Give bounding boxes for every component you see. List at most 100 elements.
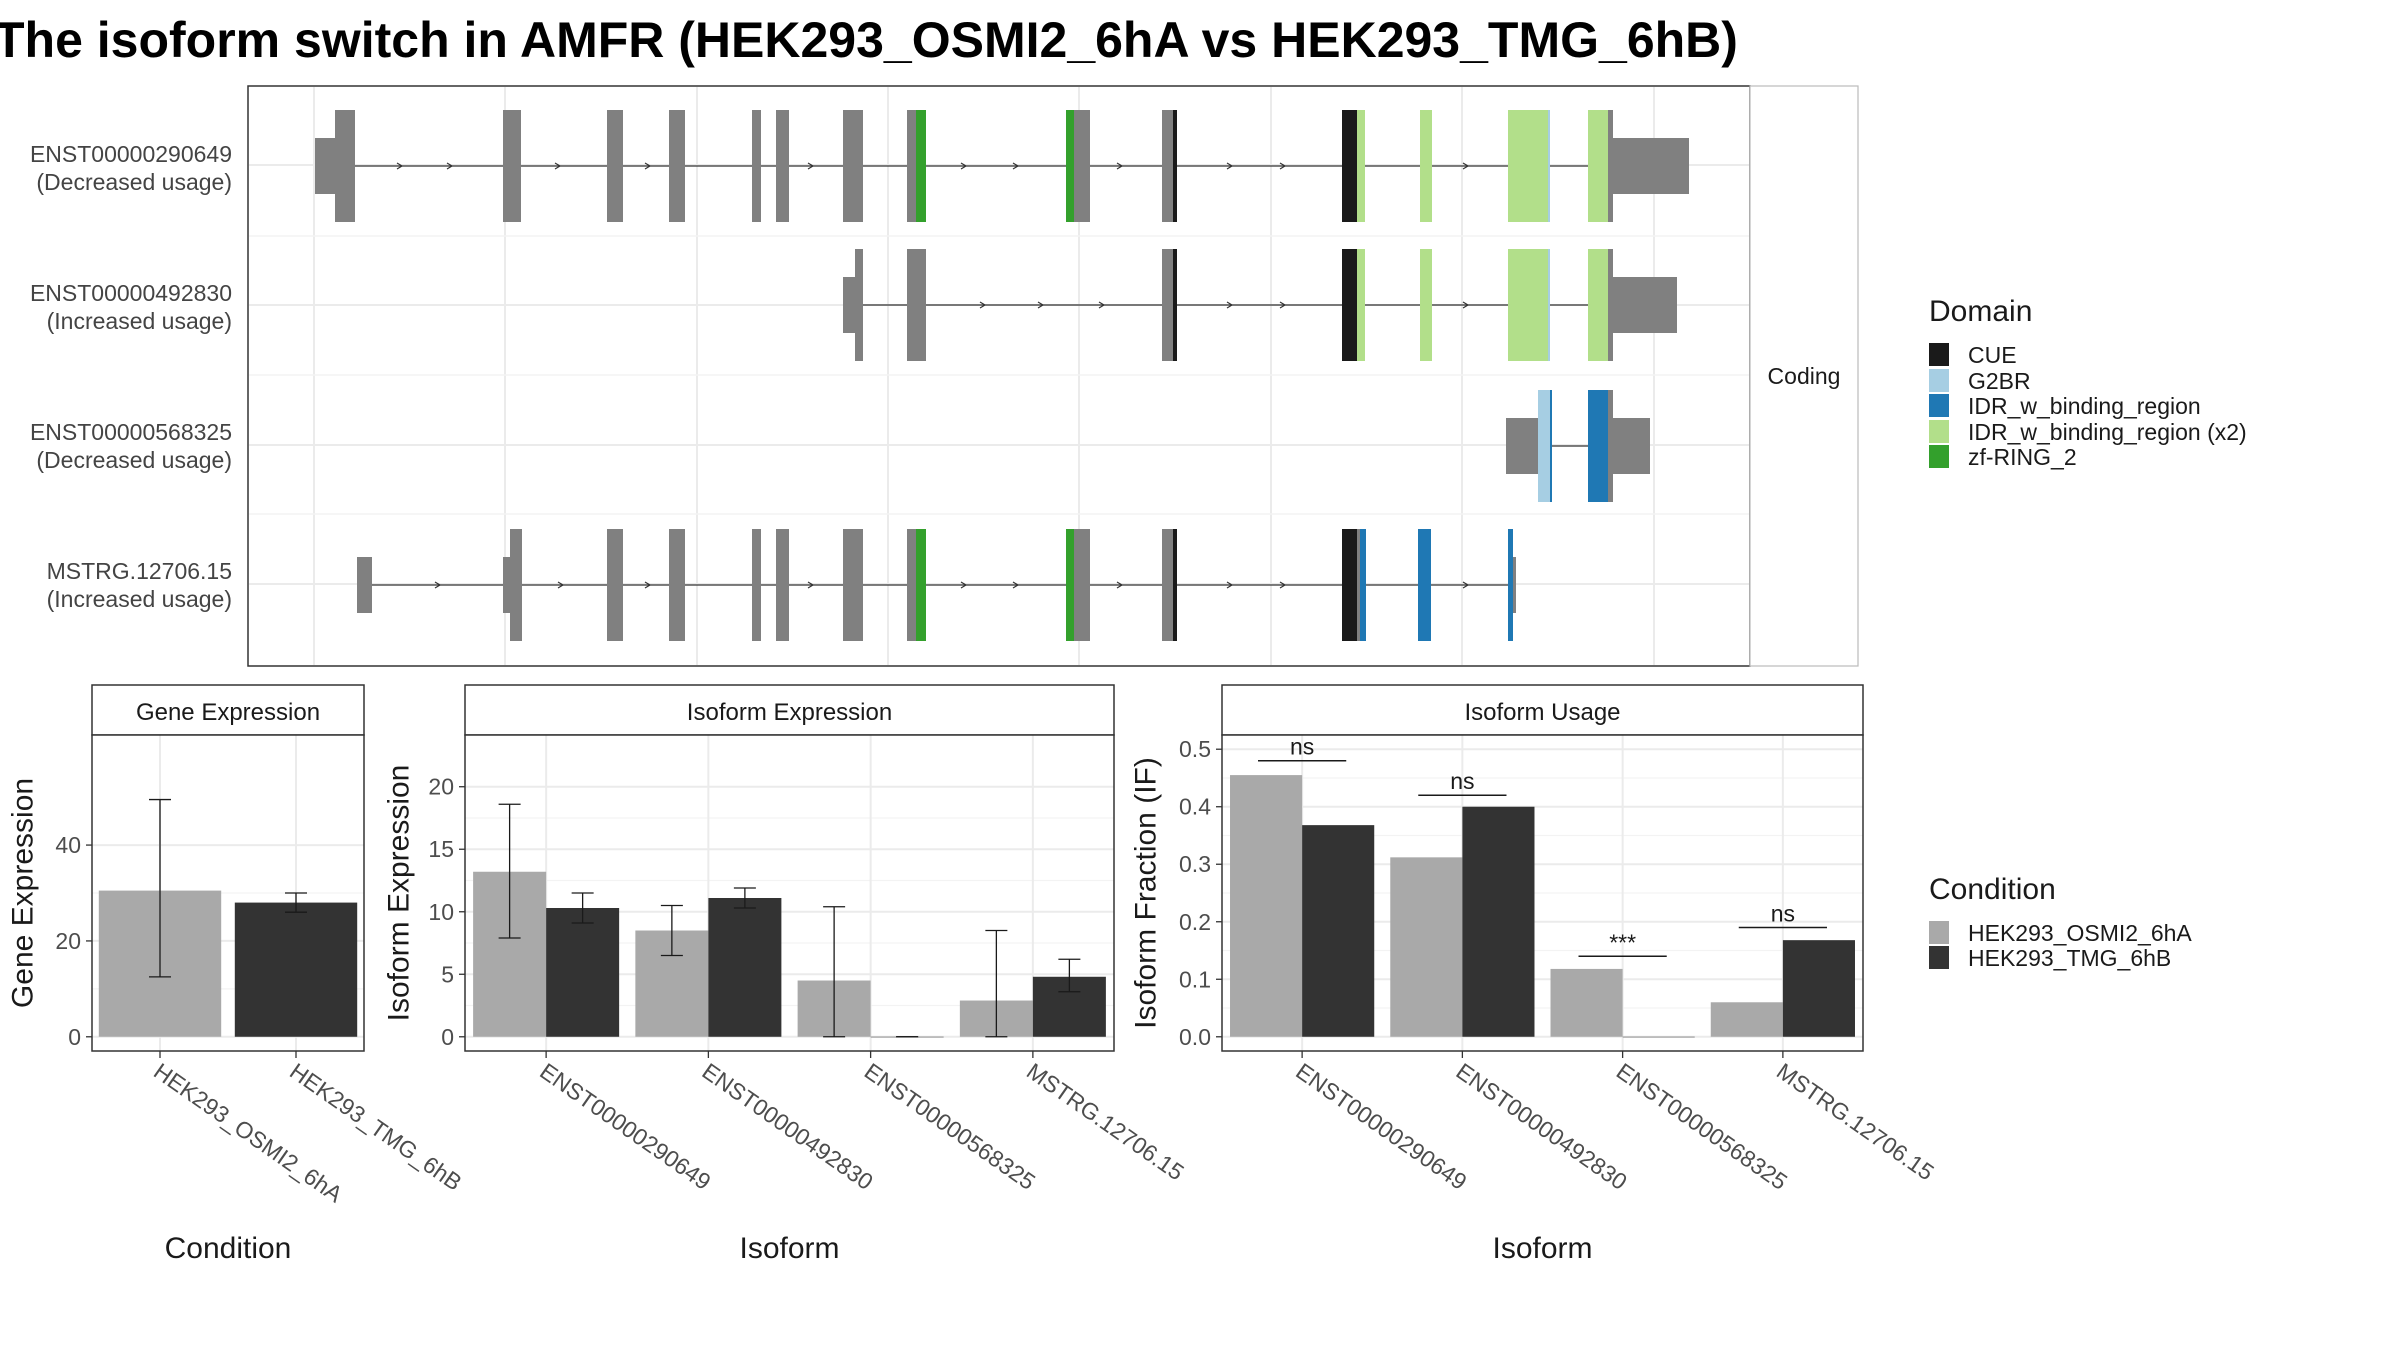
domain-legend-label: IDR_w_binding_region xyxy=(1968,393,2201,419)
x-tick-label: MSTRG.12706.15 xyxy=(1772,1058,1939,1186)
intron-arrow xyxy=(1226,301,1234,309)
exon xyxy=(916,110,926,222)
exon xyxy=(1162,249,1173,361)
exon xyxy=(607,110,623,222)
intron-arrow xyxy=(1462,301,1470,309)
exon xyxy=(752,529,761,641)
exon xyxy=(1342,529,1357,641)
intron-arrow xyxy=(1462,162,1470,170)
condition-legend-label: HEK293_OSMI2_6hA xyxy=(1968,920,2192,946)
intron-arrow xyxy=(396,162,404,170)
y-tick-label: 0.1 xyxy=(1179,966,1211,992)
exon xyxy=(1066,110,1074,222)
significance-label: ns xyxy=(1450,768,1474,794)
exon xyxy=(315,138,335,194)
intron-arrow xyxy=(446,162,454,170)
exon xyxy=(503,110,521,222)
intron-arrow xyxy=(807,581,815,589)
intron-arrow xyxy=(557,581,565,589)
exon xyxy=(1608,390,1613,502)
y-tick-label: 0.3 xyxy=(1179,851,1211,877)
exon xyxy=(1613,138,1689,194)
bar xyxy=(1302,825,1375,1037)
exon xyxy=(1588,249,1608,361)
x-tick-label: ENST00000492830 xyxy=(698,1058,878,1195)
isoform-label-4-usage: (Increased usage) xyxy=(47,586,232,612)
exon xyxy=(335,110,355,222)
panel-border xyxy=(464,734,1115,1052)
domain-swatch-idr xyxy=(1929,394,1949,417)
exon xyxy=(1173,249,1177,361)
exon xyxy=(1608,110,1613,222)
intron-arrow xyxy=(644,162,652,170)
exon xyxy=(843,529,863,641)
y-tick-label: 10 xyxy=(428,899,454,925)
bar xyxy=(1782,940,1855,1037)
exon xyxy=(1613,418,1650,474)
isoform-label-3-usage: (Decreased usage) xyxy=(36,447,232,473)
exon xyxy=(669,110,685,222)
exon xyxy=(1173,110,1177,222)
panel-border xyxy=(91,734,365,1052)
domain-swatch-g2br xyxy=(1929,369,1949,392)
isoform-usage-panel: Isoform Usage 0.0 0.1 0.2 0.3 0.4 0.5 ns ENST000… xyxy=(1130,684,1939,1265)
intron-arrow xyxy=(1279,301,1287,309)
exon xyxy=(1420,110,1432,222)
exon xyxy=(1548,249,1550,361)
condition-swatch-osmi2 xyxy=(1929,921,1949,944)
intron-arrow xyxy=(1012,581,1020,589)
exon xyxy=(1613,277,1677,333)
exon xyxy=(1418,529,1431,641)
exon xyxy=(1508,529,1513,641)
intron-arrow xyxy=(960,162,968,170)
y-tick-label: 20 xyxy=(428,774,454,800)
structure-panel: Coding ENST00000290649 (Decreased usage)… xyxy=(30,85,1859,667)
panel-border xyxy=(1221,734,1864,1052)
condition-legend-label: HEK293_TMG_6hB xyxy=(1968,945,2171,971)
exon xyxy=(843,110,863,222)
isoform-label-3-id: ENST00000568325 xyxy=(30,419,232,445)
x-tick-label: ENST00000568325 xyxy=(860,1058,1040,1195)
intron-arrow xyxy=(554,162,562,170)
exon xyxy=(1548,110,1550,222)
exon xyxy=(510,529,522,641)
intron-arrow xyxy=(1098,301,1106,309)
intron-arrow xyxy=(1116,162,1124,170)
exon xyxy=(1508,110,1548,222)
intron-arrow xyxy=(1462,581,1470,589)
bar xyxy=(1550,968,1623,1037)
domain-legend-title: Domain xyxy=(1929,295,2032,328)
panel-strip xyxy=(464,684,1115,736)
exon xyxy=(1357,529,1360,641)
exon xyxy=(1357,110,1365,222)
x-tick-label: MSTRG.12706.15 xyxy=(1022,1058,1189,1186)
intron-arrow xyxy=(1116,581,1124,589)
isoform-expression-panel: Isoform Expression 0 5 10 15 20 ENST0000029064… xyxy=(383,684,1189,1265)
bar xyxy=(1230,775,1303,1037)
exon xyxy=(1342,249,1357,361)
exon xyxy=(843,277,855,333)
y-tick-label: 0.0 xyxy=(1179,1024,1211,1050)
domain-legend-label: G2BR xyxy=(1968,368,2031,394)
domain-swatch-idr-x2 xyxy=(1929,420,1949,443)
domain-swatch-cue xyxy=(1929,343,1949,366)
intron-arrow xyxy=(979,301,987,309)
x-axis-label: Isoform xyxy=(739,1232,839,1265)
exon xyxy=(1074,110,1090,222)
domain-legend-label: IDR_w_binding_region (x2) xyxy=(1968,419,2247,445)
bar xyxy=(1390,857,1463,1037)
exon xyxy=(1420,249,1432,361)
intron-arrow xyxy=(1226,162,1234,170)
exon xyxy=(1066,529,1074,641)
y-tick-label: 5 xyxy=(441,961,454,987)
bar xyxy=(708,898,782,1037)
exon xyxy=(669,529,685,641)
exon xyxy=(1588,390,1608,502)
y-tick-label: 0 xyxy=(441,1024,454,1050)
y-tick-label: 20 xyxy=(55,928,81,954)
exon xyxy=(907,529,916,641)
isoform-label-2-id: ENST00000492830 xyxy=(30,280,232,306)
panel-title: Gene Expression xyxy=(136,699,320,726)
domain-legend-label: zf-RING_2 xyxy=(1968,444,2077,470)
intron-arrow xyxy=(1279,162,1287,170)
